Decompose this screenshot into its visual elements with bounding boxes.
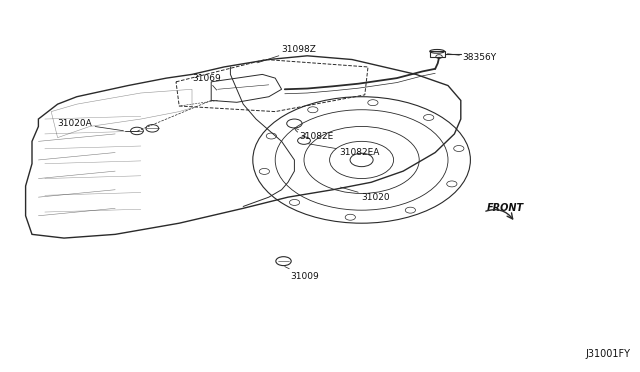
Text: 31098Z: 31098Z <box>257 45 316 63</box>
Text: J31001FY: J31001FY <box>586 349 630 359</box>
Text: 31082E: 31082E <box>296 128 334 141</box>
Text: 31069: 31069 <box>192 74 221 90</box>
Text: 31020A: 31020A <box>58 119 124 131</box>
Text: 31082EA: 31082EA <box>308 144 380 157</box>
Text: 38356Y: 38356Y <box>447 53 496 62</box>
Text: FRONT: FRONT <box>486 203 524 212</box>
Text: 31020: 31020 <box>340 187 390 202</box>
Text: 31009: 31009 <box>285 267 319 280</box>
